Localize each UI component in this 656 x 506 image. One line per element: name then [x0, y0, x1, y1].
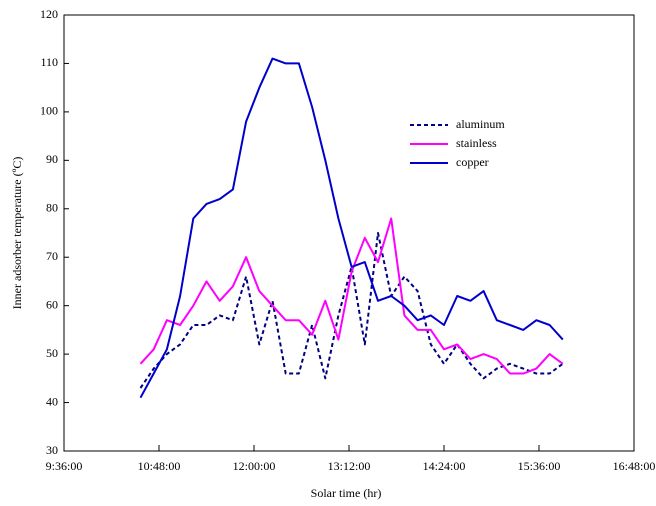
x-tick-label: 15:36:00 [518, 459, 561, 473]
x-axis-label: Solar time (hr) [311, 486, 382, 500]
plot-frame [63, 14, 635, 452]
y-tick-label: 40 [46, 394, 58, 408]
x-tick-label: 14:24:00 [423, 459, 466, 473]
y-tick-label: 70 [46, 249, 58, 263]
x-tick-label: 10:48:00 [138, 459, 181, 473]
legend-label: copper [456, 155, 489, 169]
series-line [139, 232, 564, 389]
legend-label: aluminum [456, 117, 505, 131]
x-tick-label: 16:48:00 [613, 459, 656, 473]
y-tick-label: 80 [46, 201, 58, 215]
y-tick-label: 50 [46, 346, 58, 360]
series-line [139, 217, 564, 375]
x-tick-label: 9:36:00 [46, 459, 83, 473]
y-tick-label: 60 [46, 297, 58, 311]
series-line [139, 57, 564, 399]
x-tick-label: 13:12:00 [328, 459, 371, 473]
y-tick-label: 120 [40, 7, 58, 21]
x-tick-label: 12:00:00 [233, 459, 276, 473]
y-tick-label: 110 [40, 55, 58, 69]
y-tick-label: 30 [46, 443, 58, 457]
y-tick-label: 100 [40, 104, 58, 118]
y-axis-label: Inner adsorber temperature (ºC) [10, 157, 24, 310]
y-tick-label: 90 [46, 152, 58, 166]
legend-label: stainless [456, 136, 497, 150]
